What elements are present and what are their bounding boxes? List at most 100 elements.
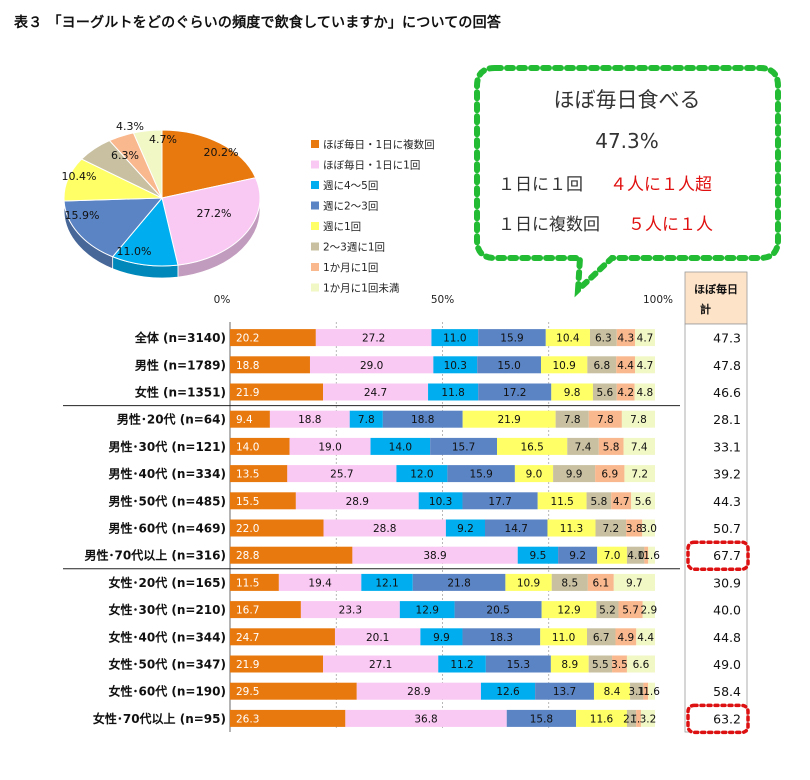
bar-value-label: 16.5	[520, 441, 543, 453]
bar-value-label: 15.9	[469, 469, 492, 481]
bar-value-label: 15.0	[497, 360, 520, 372]
legend-swatch	[311, 160, 319, 169]
row-total: 28.1	[713, 412, 741, 427]
bar-segment	[420, 628, 463, 646]
bar-value-label: 27.1	[369, 659, 392, 671]
bar-segment	[370, 437, 431, 455]
row-total: 40.0	[713, 603, 741, 618]
bar-value-label: 13.5	[236, 469, 259, 481]
bar-segment	[462, 410, 556, 428]
bar-segment	[553, 465, 596, 483]
row-total: 44.3	[713, 494, 741, 509]
bar-segment	[551, 383, 593, 401]
bar-value-label: 38.9	[423, 550, 446, 562]
bar-segment	[230, 465, 288, 483]
bar-segment	[635, 329, 655, 347]
bar-value-label: 28.9	[407, 686, 430, 698]
callout-box: ほぼ毎日食べる 47.3% １日に１回 ４人に１人超 １日に複数回 ５人に１人	[474, 65, 781, 298]
bar-segment	[636, 709, 641, 727]
axis-tick-label: 50%	[431, 294, 454, 306]
bar-value-label: 9.2	[457, 523, 474, 535]
pie-slice	[132, 129, 163, 199]
bar-segment	[545, 329, 590, 347]
pie-value-label: 11.0%	[117, 245, 152, 258]
bar-value-label: 19.0	[318, 441, 341, 453]
row-label: 女性 (n=1351)	[135, 385, 226, 400]
row-label: 女性･60代 (n=190)	[109, 684, 227, 699]
bar-segment	[230, 682, 357, 700]
pie-value-label: 6.3%	[111, 149, 139, 162]
legend-label: 週に2〜3回	[323, 201, 378, 213]
bar-value-label: 29.5	[236, 686, 259, 698]
bar-segment	[295, 492, 419, 510]
bar-segment	[230, 709, 346, 727]
bar-value-label: 2.1	[623, 713, 640, 725]
bar-value-label: 17.7	[488, 496, 511, 508]
bar-value-label: 18.8	[236, 360, 259, 372]
pie-slice	[63, 197, 164, 258]
bar-segment	[230, 437, 290, 455]
bar-segment	[230, 410, 270, 428]
legend-swatch	[311, 263, 319, 271]
total-highlight	[686, 540, 750, 571]
bar-value-label: 10.9	[552, 360, 575, 372]
bar-segment	[621, 410, 655, 428]
bar-value-label: 20.2	[236, 333, 259, 345]
bar-value-label: 4.7	[637, 360, 654, 372]
bar-value-label: 24.7	[364, 387, 387, 399]
bar-segment	[485, 519, 548, 537]
bar-segment	[615, 628, 637, 646]
bar-segment	[478, 329, 546, 347]
bar-value-label: 13.7	[553, 686, 576, 698]
bar-value-label: 3.5	[611, 659, 628, 671]
bar-segment	[587, 573, 614, 591]
bar-value-label: 23.3	[339, 605, 362, 617]
bar-value-label: 5.2	[599, 605, 616, 617]
bar-segment	[587, 628, 616, 646]
bar-value-label: 12.1	[375, 577, 398, 589]
row-total: 47.8	[713, 358, 741, 373]
bar-value-label: 4.8	[636, 387, 653, 399]
bar-value-label: 7.4	[575, 441, 592, 453]
bar-value-label: 24.7	[236, 632, 259, 644]
bar-segment	[648, 546, 655, 564]
bar-segment	[613, 573, 655, 591]
bar-segment	[612, 655, 627, 673]
row-total: 47.3	[713, 331, 741, 346]
bar-segment	[230, 519, 324, 537]
totals-header-line2: 計	[700, 302, 711, 316]
row-total: 30.9	[713, 575, 741, 590]
pie-slice	[161, 177, 261, 266]
bar-value-label: 14.7	[505, 523, 528, 535]
row-total: 44.8	[713, 630, 741, 645]
pie-value-label: 20.2%	[204, 146, 239, 159]
bar-segment	[540, 356, 588, 374]
bar-segment	[349, 410, 383, 428]
bar-value-label: 25.7	[330, 469, 353, 481]
bar-value-label: 14.0	[389, 441, 412, 453]
bar-value-label: 21.9	[236, 387, 259, 399]
bar-segment	[631, 492, 655, 510]
bar-value-label: 12.0	[410, 469, 433, 481]
legend-swatch	[311, 283, 319, 292]
bar-value-label: 7.8	[358, 414, 375, 426]
row-total: 39.2	[713, 467, 741, 482]
bar-value-label: 9.7	[626, 577, 643, 589]
page-title: 表３ 「ヨーグルトをどのぐらいの頻度で飲食していますか」についての回答	[14, 15, 502, 31]
row-total: 50.7	[713, 521, 741, 536]
bar-value-label: 18.8	[298, 414, 321, 426]
bar-value-label: 14.0	[236, 441, 259, 453]
bar-segment	[230, 655, 324, 673]
bar-segment	[430, 437, 498, 455]
callout-heading: ほぼ毎日食べる	[554, 88, 701, 112]
pie-value-label: 10.4%	[62, 170, 97, 183]
row-label: 女性･20代 (n=165)	[109, 575, 227, 590]
bar-value-label: 11.5	[236, 577, 259, 589]
row-label: 男性･20代 (n=64)	[117, 412, 226, 427]
bar-value-label: 6.8	[593, 360, 610, 372]
legend-label: 1か月に1回	[323, 262, 378, 274]
bar-value-label: 6.7	[593, 632, 610, 644]
bar-value-label: 7.8	[597, 414, 614, 426]
bar-segment	[454, 601, 542, 619]
